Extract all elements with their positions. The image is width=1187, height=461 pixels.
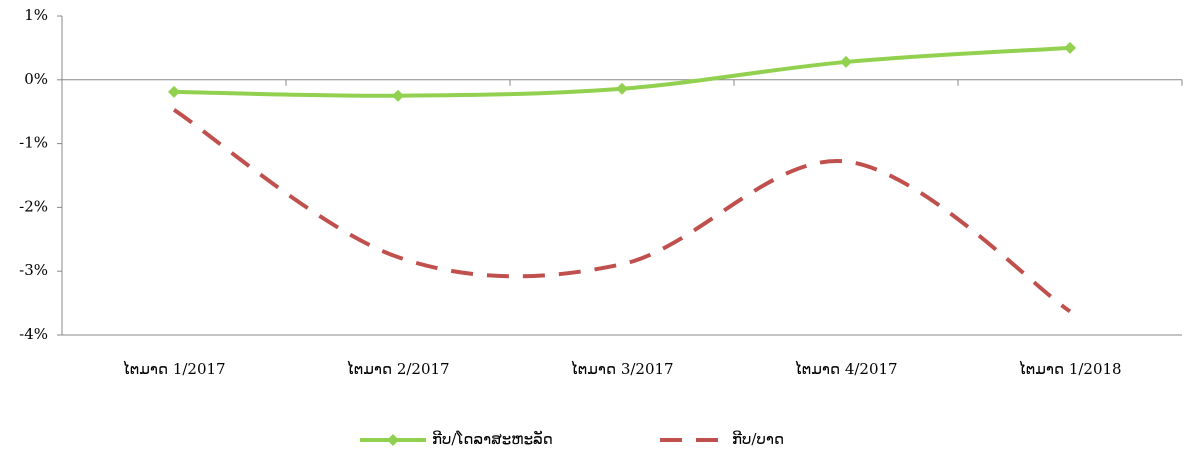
y-tick-label: 1% [24, 6, 48, 24]
series-marker [840, 55, 852, 68]
legend-marker [387, 434, 399, 446]
x-tick-label: ໄຕມາດ 3/2017 [570, 360, 673, 378]
series-line [172, 108, 1072, 314]
y-tick-label: -3% [19, 261, 48, 279]
series-marker [616, 82, 628, 95]
series-marker [1064, 41, 1076, 54]
series-marker [392, 89, 404, 102]
legend-label: ກີບ/ໂດລາສະຫະລັດ [432, 429, 553, 448]
x-tick-label: ໄຕມາດ 1/2017 [122, 360, 225, 378]
y-tick-label: -4% [19, 325, 48, 343]
legend-label: ກີບ/ບາດ [732, 430, 784, 448]
y-tick-label: -2% [19, 197, 48, 215]
x-tick-label: ໄຕມາດ 2/2017 [346, 360, 449, 378]
y-tick-label: -1% [19, 134, 48, 152]
series-marker [168, 85, 180, 98]
x-tick-label: ໄຕມາດ 1/2018 [1018, 360, 1121, 378]
x-tick-label: ໄຕມາດ 4/2017 [794, 360, 897, 378]
y-tick-label: 0% [24, 70, 48, 88]
